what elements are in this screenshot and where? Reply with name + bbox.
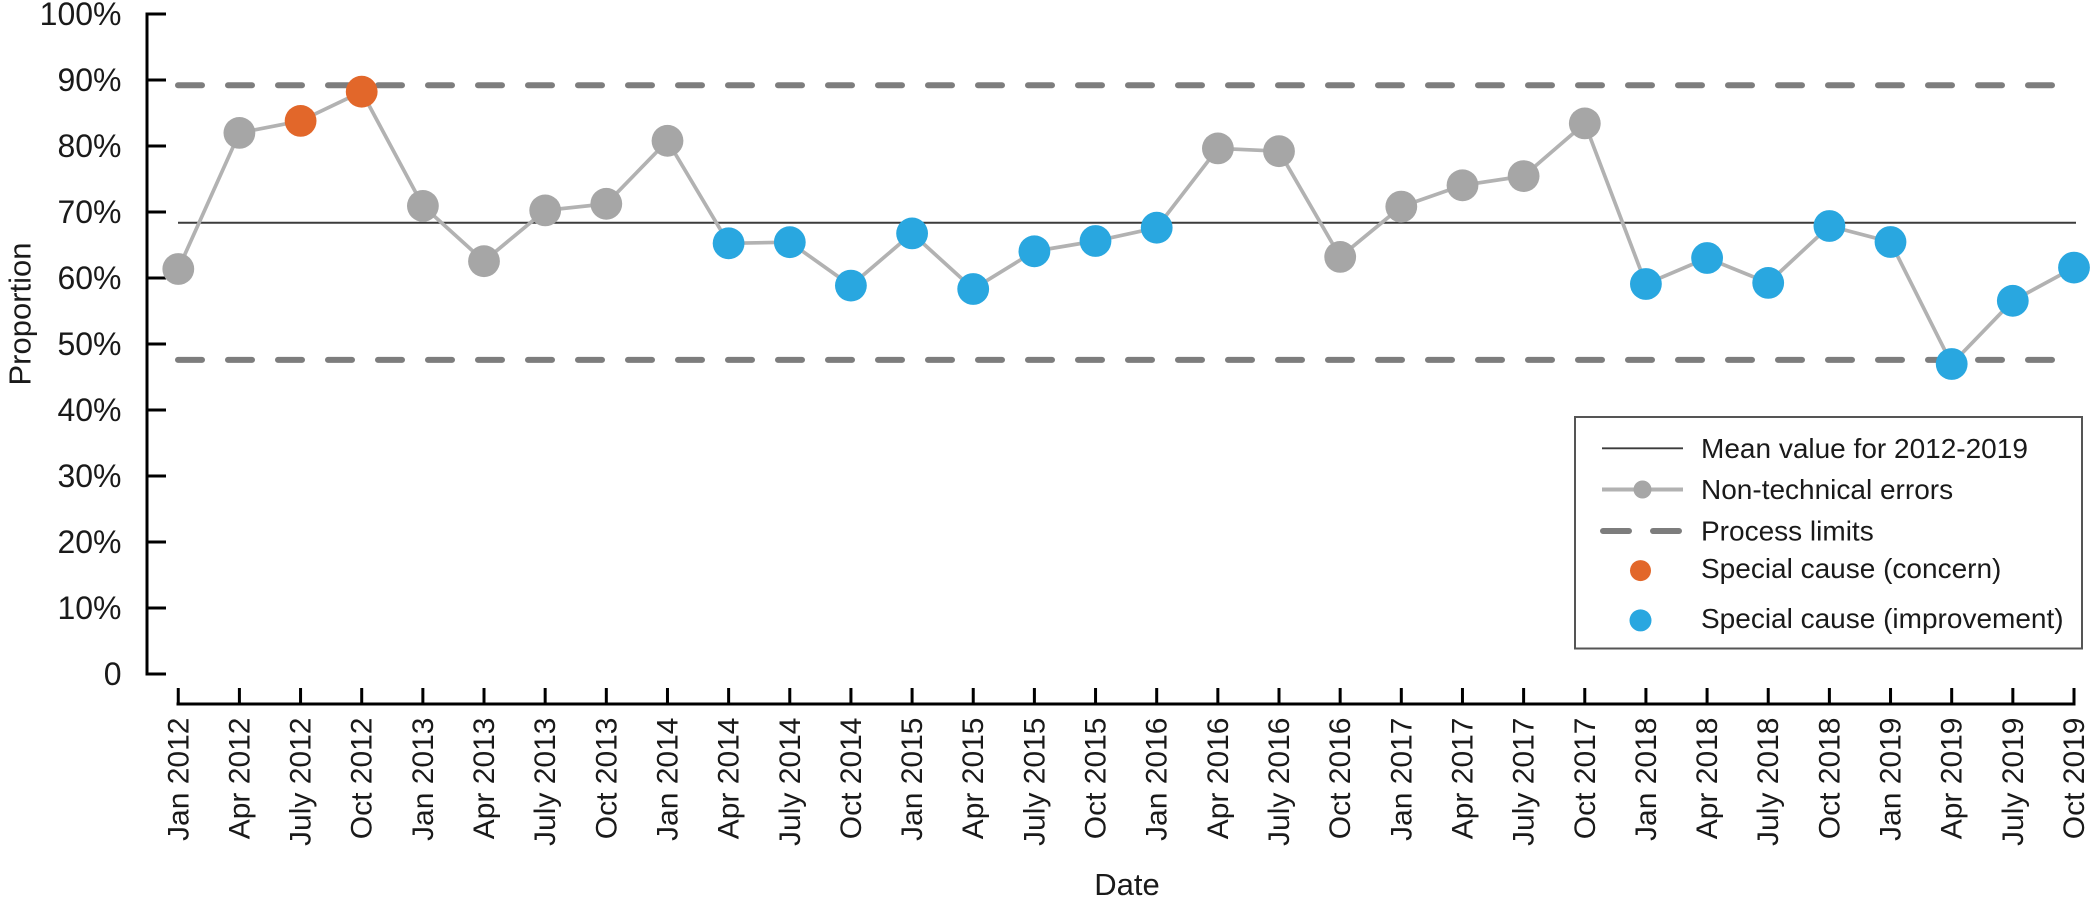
svg-text:30%: 30% [57,458,121,494]
svg-text:Apr 2019: Apr 2019 [1936,718,1969,840]
svg-text:60%: 60% [57,260,121,296]
svg-text:Apr 2015: Apr 2015 [957,718,990,840]
svg-text:Jan 2015: Jan 2015 [896,718,929,841]
svg-text:Jan 2013: Jan 2013 [407,718,440,841]
svg-text:Oct 2015: Oct 2015 [1080,718,1113,840]
svg-text:Proportion: Proportion [3,242,38,385]
svg-text:10%: 10% [57,590,121,626]
svg-text:70%: 70% [57,194,121,230]
svg-text:Jan 2012: Jan 2012 [162,718,195,841]
svg-text:Date: Date [1094,867,1159,898]
svg-text:Oct 2012: Oct 2012 [346,718,379,840]
svg-text:Jan 2019: Jan 2019 [1875,718,1908,841]
svg-text:Apr 2013: Apr 2013 [468,718,501,840]
svg-text:Jan 2017: Jan 2017 [1385,718,1418,841]
svg-text:Oct 2019: Oct 2019 [2058,718,2091,840]
svg-text:July 2013: July 2013 [529,718,562,846]
svg-text:Oct 2017: Oct 2017 [1569,718,1602,840]
svg-text:80%: 80% [57,128,121,164]
svg-text:Non-technical errors: Non-technical errors [1701,474,1953,505]
svg-text:Mean value for 2012-2019: Mean value for 2012-2019 [1701,433,2028,464]
svg-text:July 2019: July 2019 [1997,718,2030,846]
svg-text:Jan 2016: Jan 2016 [1141,718,1174,841]
svg-text:90%: 90% [57,62,121,98]
svg-text:Jan 2014: Jan 2014 [651,718,684,841]
svg-text:Special cause (improvement): Special cause (improvement) [1701,603,2064,634]
svg-text:40%: 40% [57,392,121,428]
svg-text:Apr 2016: Apr 2016 [1202,718,1235,840]
svg-text:Oct 2014: Oct 2014 [835,718,868,840]
svg-text:Oct 2016: Oct 2016 [1324,718,1357,840]
svg-text:July 2012: July 2012 [285,718,318,846]
svg-text:Apr 2012: Apr 2012 [223,718,256,840]
svg-text:50%: 50% [57,326,121,362]
svg-text:July 2017: July 2017 [1508,718,1541,846]
svg-text:100%: 100% [40,0,122,32]
svg-text:July 2014: July 2014 [774,718,807,846]
svg-text:July 2016: July 2016 [1263,718,1296,846]
svg-text:July 2018: July 2018 [1752,718,1785,846]
svg-text:Jan 2018: Jan 2018 [1630,718,1663,841]
svg-text:Oct 2013: Oct 2013 [590,718,623,840]
svg-text:Oct 2018: Oct 2018 [1813,718,1846,840]
svg-text:Process limits: Process limits [1701,516,1874,547]
svg-text:20%: 20% [57,524,121,560]
svg-text:Apr 2018: Apr 2018 [1691,718,1724,840]
svg-text:0: 0 [104,656,122,692]
svg-text:Apr 2014: Apr 2014 [713,718,746,840]
svg-text:Special cause (concern): Special cause (concern) [1701,553,2001,584]
svg-text:Apr 2017: Apr 2017 [1446,718,1479,840]
svg-text:July 2015: July 2015 [1018,718,1051,846]
